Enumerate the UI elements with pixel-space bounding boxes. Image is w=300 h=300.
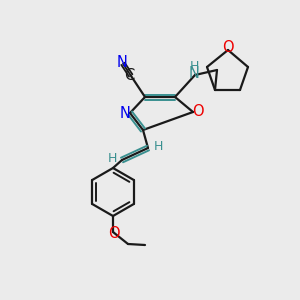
Text: O: O (222, 40, 234, 56)
Text: N: N (189, 67, 200, 82)
Text: C: C (124, 68, 135, 83)
Text: H: H (189, 59, 199, 73)
Text: N: N (117, 55, 128, 70)
Text: H: H (107, 152, 117, 164)
Text: O: O (108, 226, 120, 241)
Text: O: O (192, 104, 204, 119)
Text: N: N (120, 106, 130, 121)
Text: H: H (153, 140, 163, 152)
